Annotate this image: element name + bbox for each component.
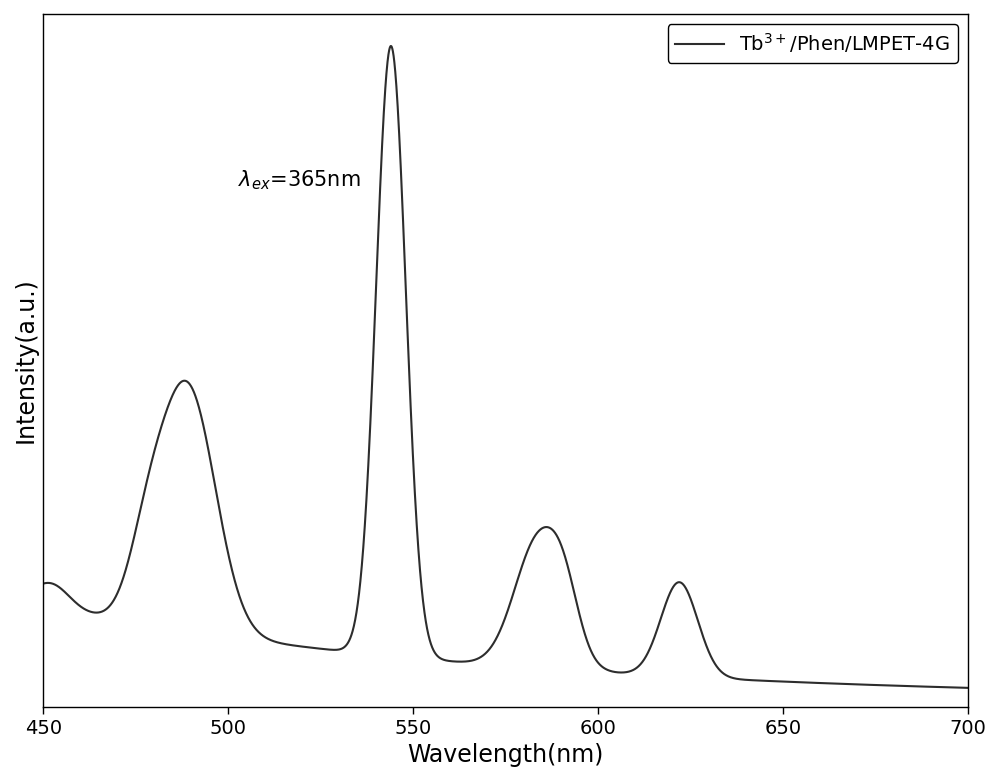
Text: $\lambda_{ex}$=365nm: $\lambda_{ex}$=365nm [238,169,360,192]
Y-axis label: Intensity(a.u.): Intensity(a.u.) [14,277,38,443]
Legend: Tb$^{3+}$/Phen/LMPET-4G: Tb$^{3+}$/Phen/LMPET-4G [668,23,958,63]
X-axis label: Wavelength(nm): Wavelength(nm) [407,743,604,767]
